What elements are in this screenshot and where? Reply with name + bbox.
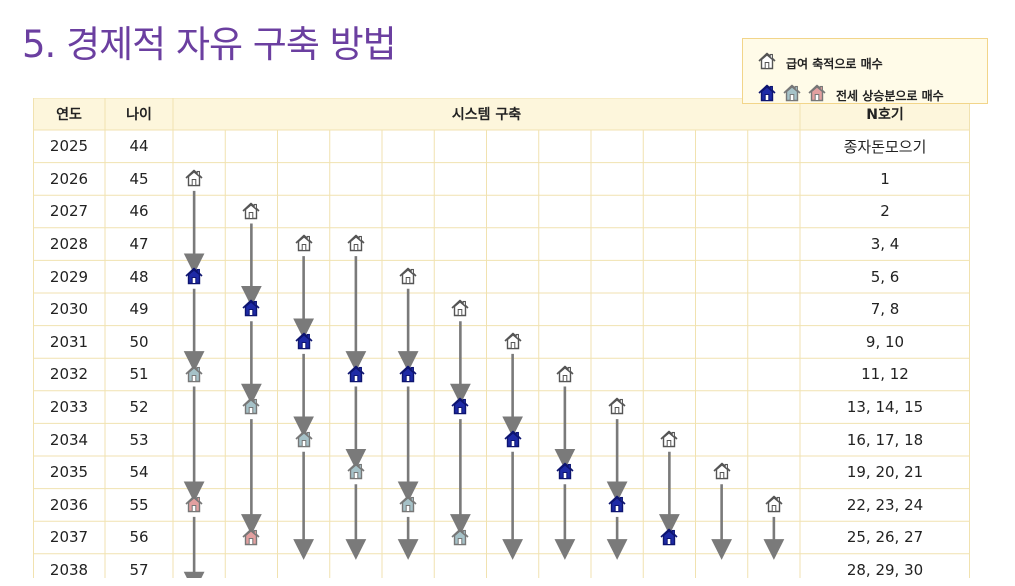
header-age: 나이	[126, 107, 152, 123]
cell-n: 7, 8	[870, 300, 900, 319]
cell-age: 44	[129, 137, 149, 156]
cell-year: 2035	[49, 463, 89, 482]
house-navy-icon	[757, 83, 777, 107]
cell-year: 2034	[49, 430, 89, 449]
cell-age: 52	[129, 398, 149, 417]
house-pink-icon	[807, 83, 827, 107]
cell-year: 2025	[49, 137, 89, 156]
cell-age: 55	[129, 495, 149, 514]
cell-age: 48	[129, 267, 149, 286]
header-year: 연도	[56, 107, 82, 123]
cell-age: 57	[129, 561, 149, 580]
house-teal-icon	[782, 83, 802, 107]
cell-n: 1	[880, 169, 890, 188]
cell-age: 45	[129, 169, 149, 188]
cell-n: 9, 10	[865, 332, 905, 351]
cell-n: 3, 4	[870, 235, 900, 254]
legend-jeonse-label: 전세 상승분으로 매수	[836, 88, 944, 103]
cell-year: 2038	[49, 561, 89, 580]
cell-age: 53	[129, 430, 149, 449]
cell-year: 2029	[49, 267, 89, 286]
cell-year: 2027	[49, 202, 89, 221]
legend-salary-label: 급여 축적으로 매수	[786, 56, 883, 71]
cell-n: 5, 6	[870, 267, 900, 286]
cell-n: 종자돈모으기	[843, 137, 927, 156]
cell-n: 28, 29, 30	[846, 561, 924, 580]
system-table: 연도 나이 시스템 구축 N호기 2025 44 종자돈모으기 2026 45 1 2027…	[33, 98, 970, 579]
page-title: 5. 경제적 자유 구축 방법	[22, 23, 397, 66]
legend-jeonse: 전세 상승분으로 매수	[757, 83, 944, 107]
cell-n: 25, 26, 27	[846, 528, 924, 547]
cell-year: 2032	[49, 365, 89, 384]
cell-n: 11, 12	[861, 365, 909, 384]
cell-year: 2036	[49, 495, 89, 514]
header-n: N호기	[866, 107, 904, 123]
cell-n: 13, 14, 15	[846, 398, 924, 417]
house-outline-icon	[757, 51, 777, 75]
cell-year: 2037	[49, 528, 89, 547]
cell-year: 2028	[49, 235, 89, 254]
cell-n: 2	[880, 202, 890, 221]
cell-age: 46	[129, 202, 149, 221]
cell-age: 51	[129, 365, 149, 384]
cell-n: 16, 17, 18	[846, 430, 924, 449]
legend-salary: 급여 축적으로 매수	[757, 51, 883, 75]
cell-age: 47	[129, 235, 149, 254]
cell-year: 2026	[49, 169, 89, 188]
cell-age: 50	[129, 332, 149, 351]
legend: 급여 축적으로 매수 전세 상승분으로 매수	[742, 38, 988, 104]
cell-n: 22, 23, 24	[846, 495, 924, 514]
cell-age: 49	[129, 300, 149, 319]
header-system: 시스템 구축	[451, 107, 522, 123]
cell-n: 19, 20, 21	[846, 463, 924, 482]
cell-age: 54	[129, 463, 149, 482]
cell-age: 56	[129, 528, 149, 547]
cell-year: 2030	[49, 300, 89, 319]
cell-year: 2031	[49, 332, 89, 351]
cell-year: 2033	[49, 398, 89, 417]
